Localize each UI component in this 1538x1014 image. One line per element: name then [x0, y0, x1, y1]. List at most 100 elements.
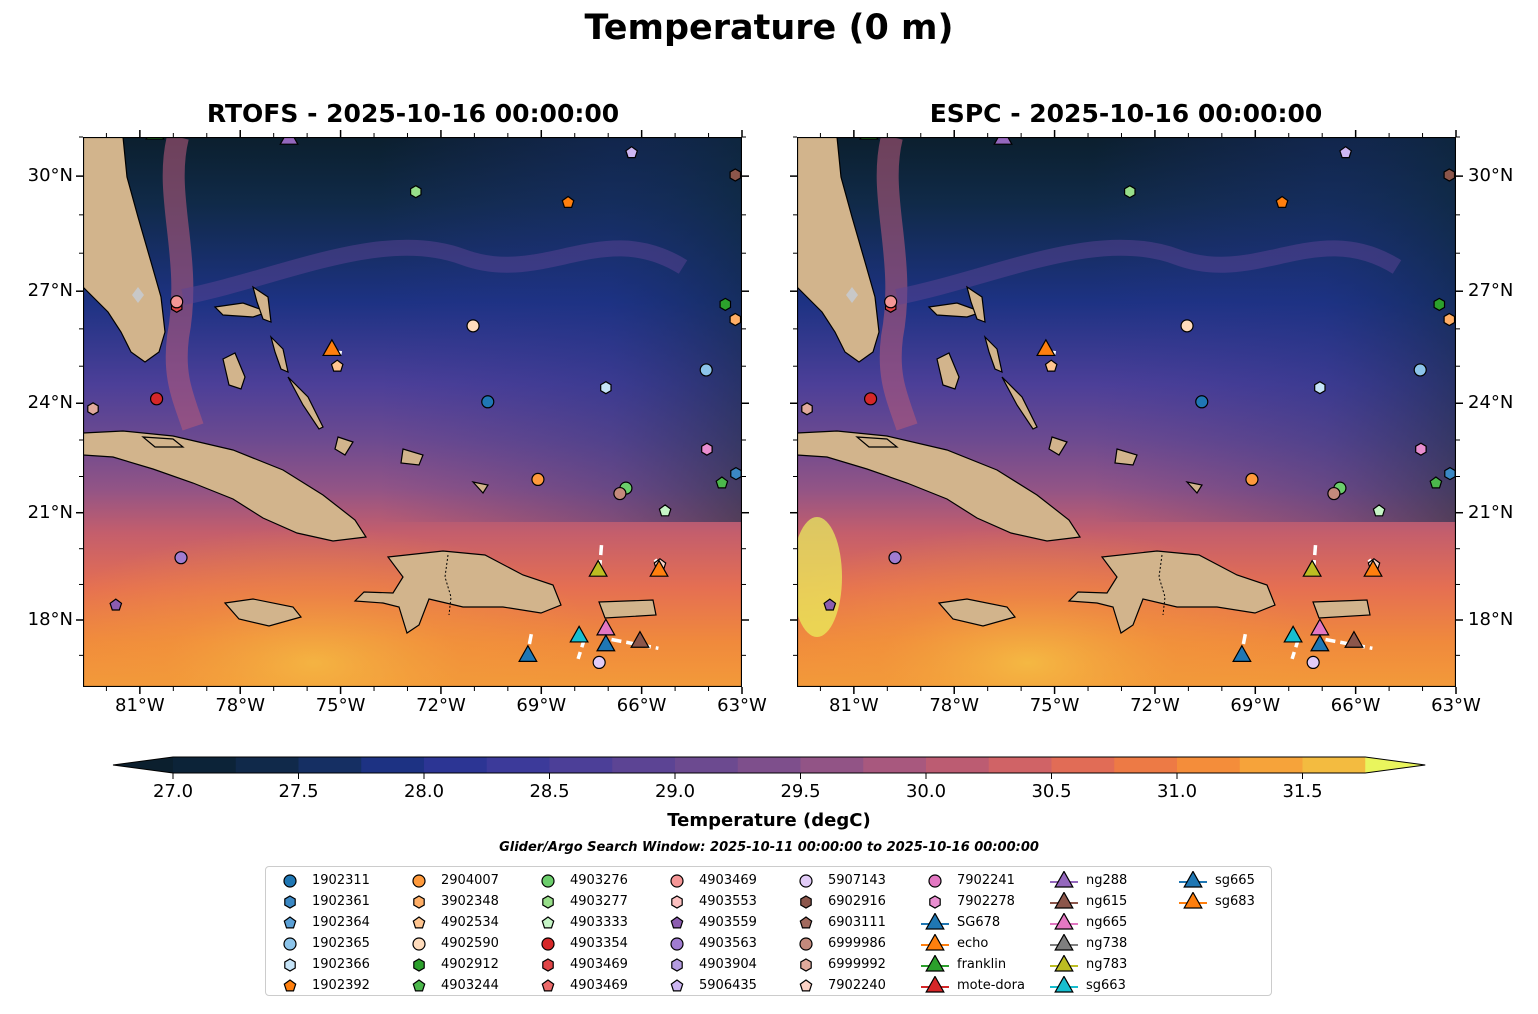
land-eleuthera	[269, 334, 289, 374]
colorbar-bin	[737, 757, 801, 773]
legend-label: 5906435	[699, 978, 757, 993]
triangle-marker-icon	[1179, 892, 1207, 909]
colorbar	[112, 756, 1426, 779]
land-exuma	[1001, 376, 1038, 430]
land-andros	[222, 352, 246, 390]
legend-item-4903553: 4903553	[661, 892, 786, 912]
legend-marker	[799, 874, 813, 888]
legend-marker	[284, 958, 296, 972]
x-tick-label: 69°W	[1230, 695, 1281, 716]
legend-marker	[412, 979, 426, 992]
triangle-marker-icon	[921, 913, 949, 930]
marker-5906435	[1339, 145, 1353, 159]
pentagon-marker-icon	[412, 979, 426, 992]
marker-4903559	[823, 598, 837, 611]
legend-label: ng738	[1086, 936, 1128, 951]
y-tick-label: 21°N	[27, 501, 73, 523]
legend-marker	[925, 955, 945, 972]
y-tick-label: 18°N	[1468, 609, 1514, 630]
panel-title-espc: ESPC - 2025-10-16 00:00:00	[929, 99, 1323, 128]
legend-marker	[800, 895, 812, 909]
land-acklins	[334, 436, 354, 456]
marker-4903563	[888, 551, 902, 565]
legend-marker	[283, 937, 297, 951]
marker-sg683	[1363, 559, 1383, 577]
colorbar-bin	[1177, 757, 1241, 773]
legend-marker	[925, 934, 945, 951]
land-grandbahama	[927, 302, 984, 318]
colorbar-bin	[1239, 757, 1303, 773]
legend-item-4903244: 4903244	[403, 976, 528, 996]
colorbar-bin	[926, 757, 990, 773]
legend-label: 4903553	[699, 894, 757, 909]
land-cuba_keys	[855, 436, 899, 448]
marker-ng615	[630, 630, 650, 648]
marker-7902278	[701, 442, 713, 456]
panel-title-rtofs: RTOFS - 2025-10-16 00:00:00	[206, 99, 620, 128]
legend-marker	[799, 916, 813, 929]
legend-marker	[929, 895, 941, 909]
legend-marker	[541, 916, 555, 929]
legend-item-1902366: 1902366	[274, 955, 399, 975]
x-tick-label: 81°W	[115, 695, 165, 716]
x-tick-label: 75°W	[315, 695, 366, 716]
marker-4902534	[330, 359, 344, 372]
map-frame	[797, 137, 1456, 687]
legend-label: echo	[957, 936, 989, 951]
y-tick-label: 18°N	[27, 609, 73, 630]
x-tick-label: 78°W	[215, 695, 266, 716]
legend-item-4903469: 4903469	[661, 871, 786, 891]
legend-item-4903469: 4903469	[532, 955, 657, 975]
pentagon-marker-icon	[670, 916, 684, 929]
map-panel-espc	[797, 137, 1456, 687]
legend-marker	[283, 916, 297, 929]
lake-okeechobee	[846, 287, 858, 303]
hexagon-marker-icon	[284, 958, 296, 972]
hexagon-marker-icon	[413, 958, 425, 972]
land-abaco	[252, 285, 272, 323]
marker-1902365	[1413, 363, 1427, 377]
legend-item-7902278: 7902278	[919, 892, 1044, 912]
legend-label: 4903469	[570, 957, 628, 972]
circle-marker-icon	[283, 937, 297, 951]
marker-SG678	[518, 644, 538, 662]
legend-item-4903354: 4903354	[532, 934, 657, 954]
legend-marker	[799, 937, 813, 951]
legend-marker	[670, 979, 684, 992]
legend-label: ng615	[1086, 894, 1128, 909]
marker-1902392	[1275, 195, 1289, 209]
land-puertorico	[1312, 599, 1371, 619]
marker-1902365	[699, 363, 713, 377]
legend-label: 1902366	[312, 957, 370, 972]
colorbar-bin	[1302, 757, 1366, 773]
legend-item-4902534: 4902534	[403, 913, 528, 933]
colorbar-tick-label: 29.5	[780, 781, 821, 802]
legend-marker	[670, 874, 684, 888]
colorbar-tick-label: 29.0	[654, 781, 696, 802]
legend-label: 1902361	[312, 894, 370, 909]
hexagon-marker-icon	[542, 958, 554, 972]
triangle-marker-icon	[1050, 955, 1078, 972]
legend-marker	[283, 979, 297, 992]
land-puertorico	[598, 599, 657, 619]
marker-1902361	[730, 466, 742, 481]
marker-ng288	[279, 137, 299, 145]
gulf-stream	[876, 137, 918, 431]
pentagon-marker-icon	[799, 979, 813, 992]
marker-1902366	[600, 381, 612, 395]
land-grandbahama	[213, 302, 270, 318]
legend-label: franklin	[957, 957, 1007, 972]
legend-label: 4902912	[441, 957, 499, 972]
legend-marker	[412, 916, 426, 929]
legend-item-3902348: 3902348	[403, 892, 528, 912]
circle-marker-icon	[412, 874, 426, 888]
legend-marker	[541, 874, 555, 888]
marker-1902311	[481, 395, 495, 409]
y-tick-label: 30°N	[27, 165, 73, 187]
colorbar-bin	[612, 757, 676, 773]
legend-label: 1902365	[312, 936, 370, 951]
legend-item-7902241: 7902241	[919, 871, 1044, 891]
circle-marker-icon	[541, 937, 555, 951]
triangle-marker-icon	[1050, 913, 1078, 930]
legend-marker	[925, 976, 945, 993]
